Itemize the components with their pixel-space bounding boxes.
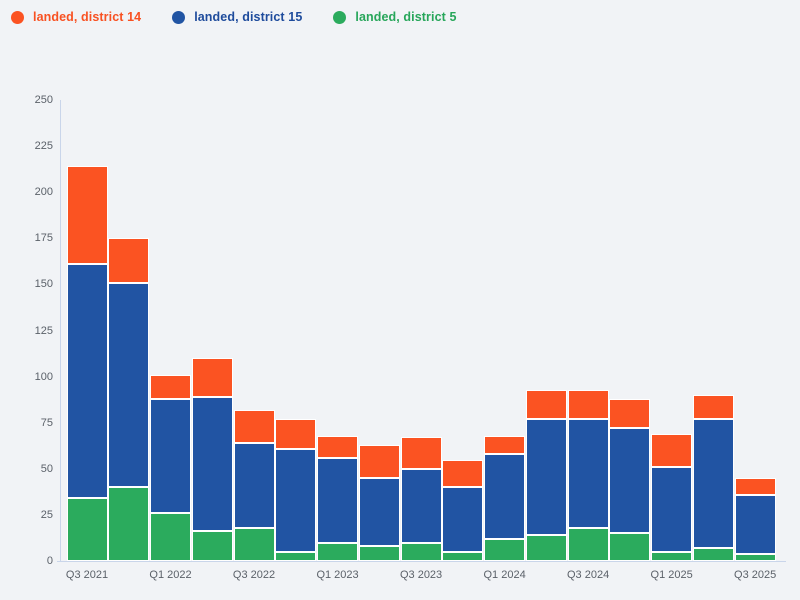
y-axis-label: 0 (46, 555, 53, 567)
bar-segment-landed-district-15[interactable] (150, 398, 191, 514)
bar-segment-landed-district-14[interactable] (609, 398, 650, 429)
legend-label-district-5: landed, district 5 (355, 10, 457, 24)
bar-segment-landed-district-14[interactable] (67, 166, 108, 265)
bar-segment-landed-district-5[interactable] (317, 542, 358, 561)
bar-segment-landed-district-15[interactable] (67, 264, 108, 499)
bar-segment-landed-district-15[interactable] (275, 448, 316, 552)
bar-segment-landed-district-15[interactable] (317, 457, 358, 543)
y-axis-label: 125 (34, 324, 53, 337)
bar-segment-landed-district-14[interactable] (234, 409, 275, 443)
x-axis-line (57, 561, 786, 562)
bar-segment-landed-district-14[interactable] (359, 444, 400, 478)
bar-segment-landed-district-15[interactable] (693, 419, 734, 549)
y-axis-label: 25 (40, 508, 53, 521)
bar-segment-landed-district-5[interactable] (275, 551, 316, 561)
bar-segment-landed-district-5[interactable] (359, 546, 400, 561)
bar-segment-landed-district-15[interactable] (484, 454, 525, 539)
bar-segment-landed-district-15[interactable] (526, 419, 567, 536)
y-axis-label: 225 (34, 140, 53, 153)
legend-item-landed-district-14[interactable]: landed, district 14 (11, 10, 141, 24)
bar-segment-landed-district-5[interactable] (735, 553, 776, 561)
legend-item-landed-district-5[interactable]: landed, district 5 (333, 10, 456, 24)
bar-segment-landed-district-15[interactable] (568, 419, 609, 528)
bar-segment-landed-district-15[interactable] (359, 478, 400, 547)
bar-segment-landed-district-5[interactable] (442, 551, 483, 561)
bar-segment-landed-district-5[interactable] (693, 548, 734, 561)
bar-segment-landed-district-14[interactable] (568, 389, 609, 419)
y-axis-label: 250 (34, 94, 53, 106)
bar-segment-landed-district-5[interactable] (401, 542, 442, 561)
bar-segment-landed-district-14[interactable] (735, 478, 776, 495)
x-axis-label: Q3 2025 (734, 569, 777, 581)
legend-item-landed-district-15[interactable]: landed, district 15 (172, 10, 302, 24)
bar-segment-landed-district-14[interactable] (693, 395, 734, 419)
x-axis-label: Q1 2022 (149, 569, 192, 581)
bar-segment-landed-district-5[interactable] (651, 551, 692, 561)
legend-dot-district-15-icon (172, 10, 186, 24)
bar-segment-landed-district-15[interactable] (442, 487, 483, 552)
bar-segment-landed-district-15[interactable] (651, 466, 692, 552)
bar-segment-landed-district-5[interactable] (526, 535, 567, 561)
x-axis-label: Q1 2023 (316, 569, 359, 581)
bar-segment-landed-district-15[interactable] (192, 396, 233, 532)
bar-segment-landed-district-15[interactable] (609, 428, 650, 534)
bar-segment-landed-district-14[interactable] (317, 435, 358, 458)
y-axis-label: 200 (34, 186, 53, 199)
legend: landed, district 14 landed, district 15 … (11, 10, 457, 24)
legend-dot-district-14-icon (11, 10, 24, 24)
bar-segment-landed-district-14[interactable] (484, 435, 525, 455)
legend-label-district-15: landed, district 15 (194, 10, 303, 24)
y-axis-label: 50 (40, 462, 53, 475)
bar-segment-landed-district-14[interactable] (401, 437, 442, 469)
bar-segment-landed-district-15[interactable] (735, 494, 776, 554)
bar-segment-landed-district-14[interactable] (108, 238, 149, 283)
bar-segment-landed-district-14[interactable] (651, 433, 692, 467)
x-axis-label: Q1 2025 (650, 569, 693, 581)
bar-segment-landed-district-14[interactable] (442, 459, 483, 488)
bar-segment-landed-district-5[interactable] (568, 527, 609, 561)
bar-segment-landed-district-5[interactable] (192, 531, 233, 561)
bar-segment-landed-district-14[interactable] (150, 374, 191, 399)
bar-segment-landed-district-15[interactable] (108, 282, 149, 488)
bar-segment-landed-district-5[interactable] (609, 533, 650, 561)
bar-segment-landed-district-5[interactable] (234, 527, 275, 561)
x-axis-label: Q1 2024 (483, 569, 526, 581)
legend-label-district-14: landed, district 14 (33, 10, 142, 24)
y-axis-label: 100 (34, 370, 53, 383)
bar-segment-landed-district-5[interactable] (150, 513, 191, 561)
bar-segment-landed-district-15[interactable] (234, 442, 275, 528)
x-axis-label: Q3 2022 (232, 569, 276, 581)
y-axis-label: 175 (34, 232, 53, 245)
bar-segment-landed-district-14[interactable] (275, 419, 316, 449)
bar-segment-landed-district-15[interactable] (401, 468, 442, 543)
bar-segment-landed-district-5[interactable] (67, 498, 108, 561)
bar-segment-landed-district-5[interactable] (108, 487, 149, 561)
legend-dot-district-5-icon (333, 10, 347, 24)
bar-segment-landed-district-5[interactable] (484, 538, 525, 561)
y-axis-label: 75 (40, 416, 53, 429)
x-axis-label: Q3 2021 (65, 569, 109, 581)
y-axis-label: 150 (34, 278, 53, 291)
x-axis-label: Q3 2023 (399, 569, 443, 581)
y-axis-line (60, 100, 61, 561)
bar-segment-landed-district-14[interactable] (526, 389, 567, 419)
bar-segment-landed-district-14[interactable] (192, 358, 233, 397)
x-axis-label: Q3 2024 (567, 569, 610, 581)
